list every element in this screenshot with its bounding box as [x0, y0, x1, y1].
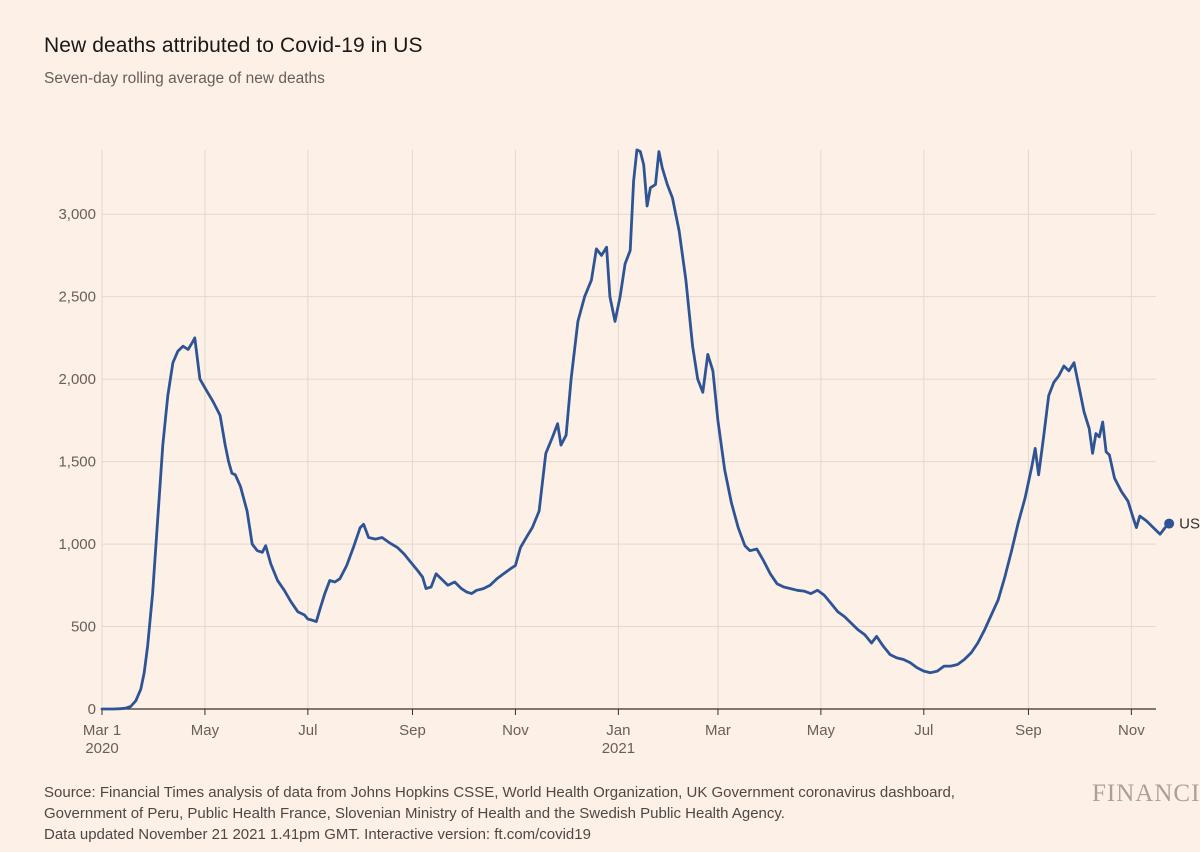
x-tick-label: Mar 1	[83, 722, 121, 739]
x-tick-label: Jan	[606, 722, 630, 739]
x-tick-label: Nov	[502, 722, 529, 739]
x-tick-label: Sep	[1015, 722, 1042, 739]
x-tick-label: Sep	[399, 722, 426, 739]
x-tick-label: Jul	[914, 722, 933, 739]
y-tick-label: 1,500	[58, 454, 96, 471]
y-tick-label: 2,000	[58, 371, 96, 388]
chart-title: New deaths attributed to Covid-19 in US	[44, 34, 423, 57]
y-tick-label: 1,000	[58, 536, 96, 553]
source-line-2: Government of Peru, Public Health France…	[44, 805, 785, 822]
chart-subtitle: Seven-day rolling average of new deaths	[44, 70, 325, 87]
x-tick-label: Mar	[705, 722, 731, 739]
y-tick-label: 2,500	[58, 289, 96, 306]
x-tick-sublabel: 2021	[602, 740, 635, 757]
updated-note: Data updated November 21 2021 1.41pm GMT…	[44, 826, 591, 843]
x-tick-label: Jul	[298, 722, 317, 739]
y-tick-label: 500	[71, 619, 96, 636]
series-line-us	[100, 148, 1167, 711]
series-end-marker	[1164, 518, 1175, 529]
brand-logo: FINANCIAL	[1092, 780, 1200, 807]
series-end-label: US	[1179, 516, 1200, 533]
y-tick-label: 0	[88, 701, 96, 718]
x-tick-label: Nov	[1118, 722, 1145, 739]
source-line-1: Source: Financial Times analysis of data…	[44, 784, 955, 801]
chart-footer: Source: Financial Times analysis of data…	[44, 782, 1064, 845]
x-tick-label: May	[191, 722, 220, 739]
y-tick-label: 3,000	[58, 206, 96, 223]
x-tick-label: May	[807, 722, 836, 739]
x-tick-sublabel: 2020	[85, 740, 118, 757]
